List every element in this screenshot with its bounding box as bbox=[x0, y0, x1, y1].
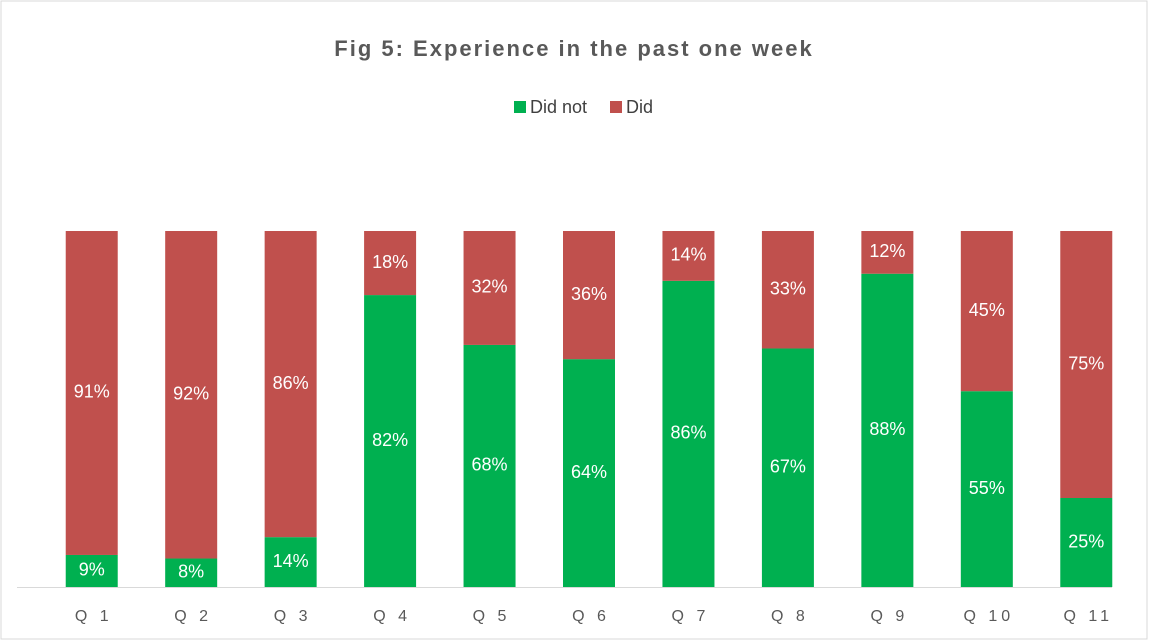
bar-segment bbox=[165, 558, 218, 587]
data-label: 68% bbox=[472, 455, 508, 475]
data-label: 9% bbox=[79, 560, 105, 580]
bar-segment bbox=[1060, 231, 1113, 498]
bar-segment bbox=[463, 231, 516, 345]
data-label: 67% bbox=[770, 456, 806, 476]
data-label: 55% bbox=[969, 478, 1005, 498]
legend-label: Did bbox=[626, 97, 653, 117]
data-label: 33% bbox=[770, 278, 806, 298]
data-label: 14% bbox=[273, 551, 309, 571]
bar-segment bbox=[761, 348, 814, 587]
data-label: 14% bbox=[670, 245, 706, 265]
x-tick-label: Q 11 bbox=[1064, 608, 1114, 625]
bar-segment bbox=[65, 231, 118, 555]
data-label: 88% bbox=[869, 419, 905, 439]
bar-segment bbox=[264, 537, 317, 587]
bar-segment bbox=[65, 554, 118, 587]
data-label: 18% bbox=[372, 252, 408, 272]
data-label: 12% bbox=[869, 241, 905, 261]
bar-segment bbox=[165, 231, 218, 559]
data-label: 92% bbox=[173, 384, 209, 404]
bar-segment bbox=[861, 231, 914, 274]
bar-segment bbox=[463, 344, 516, 587]
data-label: 75% bbox=[1068, 353, 1104, 373]
x-tick-label: Q 2 bbox=[174, 608, 212, 625]
x-tick-label: Q 8 bbox=[771, 608, 809, 625]
bar-segment bbox=[1060, 498, 1113, 587]
bar-segment bbox=[861, 273, 914, 587]
data-label: 45% bbox=[969, 300, 1005, 320]
x-tick-label: Q 3 bbox=[274, 608, 312, 625]
bar-segment bbox=[960, 391, 1013, 587]
bar-segment bbox=[364, 295, 417, 587]
bar-segment bbox=[364, 231, 417, 296]
data-label: 25% bbox=[1068, 531, 1104, 551]
legend-label: Did not bbox=[530, 97, 587, 117]
bar-segment bbox=[761, 231, 814, 349]
data-label: 82% bbox=[372, 430, 408, 450]
data-label: 32% bbox=[472, 277, 508, 297]
data-label: 64% bbox=[571, 462, 607, 482]
bar-segment bbox=[563, 359, 615, 587]
x-tick-label: Q 6 bbox=[572, 608, 610, 625]
data-label: 86% bbox=[670, 423, 706, 443]
chart-title: Fig 5: Experience in the past one week bbox=[334, 36, 813, 61]
x-tick-label: Q 5 bbox=[473, 608, 511, 625]
data-label: 36% bbox=[571, 284, 607, 304]
bar-segment bbox=[264, 231, 317, 538]
bar-segment bbox=[662, 231, 715, 281]
x-tick-label: Q 7 bbox=[672, 608, 710, 625]
data-label: 91% bbox=[74, 382, 110, 402]
bar-segment bbox=[960, 231, 1013, 392]
x-tick-label: Q 1 bbox=[75, 608, 113, 625]
x-tick-label: Q 10 bbox=[963, 608, 1014, 625]
bar-segment bbox=[662, 280, 715, 587]
x-tick-label: Q 9 bbox=[870, 608, 908, 625]
legend-swatch bbox=[610, 101, 622, 113]
bar-segment bbox=[563, 231, 615, 360]
x-tick-label: Q 4 bbox=[373, 608, 411, 625]
data-label: 8% bbox=[178, 562, 204, 582]
legend-swatch bbox=[514, 101, 526, 113]
data-label: 86% bbox=[273, 373, 309, 393]
